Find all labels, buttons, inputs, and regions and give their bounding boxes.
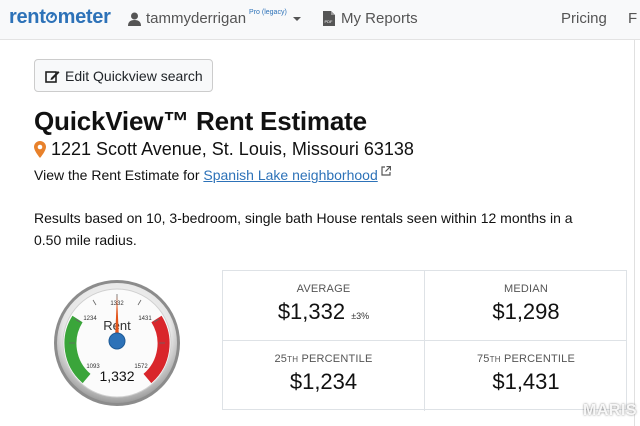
p25-label-text: PERCENTILE xyxy=(298,353,373,365)
pro-tag: Pro (legacy) xyxy=(249,9,287,16)
p75-suffix: TH xyxy=(489,355,501,364)
stat-25th-percentile: 25TH PERCENTILE $1,234 xyxy=(223,341,425,411)
username: tammyderrigan xyxy=(146,10,247,27)
average-amount: $1,332 xyxy=(277,299,346,324)
logo-dial-icon xyxy=(46,12,58,23)
neighborhood-prefix: View the Rent Estimate for xyxy=(34,167,204,183)
gauge-hub xyxy=(108,332,126,350)
stat-median-label: MEDIAN xyxy=(504,283,548,295)
top-navbar: rent meter tammyderrigan Pro (legacy) PDF… xyxy=(0,0,640,40)
neighborhood-link[interactable]: Spanish Lake neighborhood xyxy=(203,167,378,183)
stat-median-value: $1,298 xyxy=(492,299,560,324)
tick-p75: 1431 xyxy=(138,316,152,322)
rent-gauge: 1332 1234 1431 1093 1572 Rent 1,332 xyxy=(54,280,180,406)
chevron-down-icon xyxy=(292,16,301,21)
nav-my-reports[interactable]: PDF My Reports xyxy=(323,10,418,27)
tick-max: 1572 xyxy=(134,364,148,370)
right-sidebar-edge xyxy=(634,40,635,426)
user-icon xyxy=(128,12,141,26)
neighborhood-line: View the Rent Estimate for Spanish Lake … xyxy=(34,165,391,183)
stat-p75-label: 75TH PERCENTILE xyxy=(425,353,627,365)
stat-p25-label: 25TH PERCENTILE xyxy=(223,353,424,365)
user-menu[interactable]: tammyderrigan Pro (legacy) xyxy=(128,9,301,27)
tick-min: 1093 xyxy=(86,364,100,370)
address-text: 1221 Scott Avenue, St. Louis, Missouri 6… xyxy=(51,139,414,159)
pdf-file-icon: PDF xyxy=(323,11,335,26)
stat-average-value: $1,332 ±3% xyxy=(223,299,424,325)
p25-suffix: TH xyxy=(287,355,299,364)
stat-median: MEDIAN $1,298 xyxy=(425,271,627,341)
nav-item-truncated[interactable]: F xyxy=(628,10,638,27)
gauge-value: 1,332 xyxy=(99,368,134,384)
external-link-icon[interactable] xyxy=(381,165,391,176)
p25-num: 25 xyxy=(274,353,288,365)
property-address: 1221 Scott Avenue, St. Louis, Missouri 6… xyxy=(34,139,414,160)
nav-pricing[interactable]: Pricing xyxy=(561,10,607,27)
page-title: QuickView™ Rent Estimate xyxy=(34,106,367,136)
stat-p25-value: $1,234 xyxy=(289,369,358,394)
stat-average-label: AVERAGE xyxy=(296,283,351,295)
logo-text-2: meter xyxy=(57,6,111,28)
results-summary: Results based on 10, 3-bedroom, single b… xyxy=(34,210,573,248)
stat-average: AVERAGE $1,332 ±3% xyxy=(223,271,425,341)
p75-num: 75 xyxy=(476,353,490,365)
edit-quickview-button[interactable]: Edit Quickview search xyxy=(34,59,213,92)
rentometer-logo[interactable]: rent meter xyxy=(9,6,111,29)
stat-75th-percentile: 75TH PERCENTILE $1,431 xyxy=(425,341,627,411)
gauge-needle xyxy=(115,295,119,339)
svg-text:PDF: PDF xyxy=(325,19,334,24)
stat-p75-value: $1,431 xyxy=(492,369,560,394)
gauge-low-arc xyxy=(64,315,91,384)
logo-text-1: rent xyxy=(9,6,46,28)
edit-icon xyxy=(45,70,60,83)
map-marker-icon xyxy=(34,141,46,158)
rent-stats-grid: AVERAGE $1,332 ±3% MEDIAN $1,298 25TH PE… xyxy=(222,270,627,411)
edit-quickview-label: Edit Quickview search xyxy=(65,67,203,84)
my-reports-label: My Reports xyxy=(341,10,418,27)
maris-watermark: MARIS xyxy=(583,402,638,419)
tick-p25: 1234 xyxy=(83,316,97,322)
gauge-high-arc xyxy=(143,315,170,384)
average-margin: ±3% xyxy=(351,311,370,321)
p75-label-text: PERCENTILE xyxy=(500,353,576,365)
